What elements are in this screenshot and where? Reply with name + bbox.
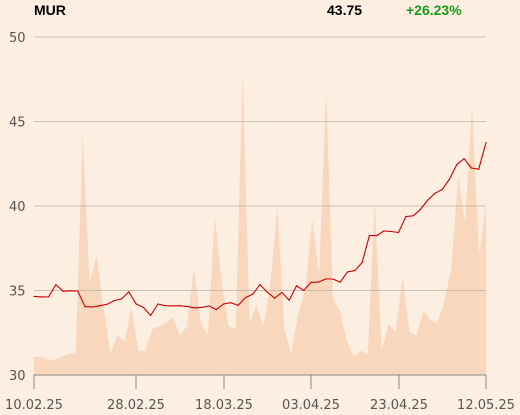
price-change-percent: +26.23% [406,2,462,18]
price-point [230,302,232,304]
price-point [33,295,35,297]
price-point [222,303,225,305]
price-point [478,168,480,170]
price-point [310,281,312,283]
price-point [397,231,400,234]
price-point [48,296,50,298]
x-tick-label: 23.04.25 [370,398,428,413]
price-point [346,271,349,273]
price-point [244,297,246,299]
y-tick-label: 30 [9,369,26,384]
price-point [69,290,72,292]
volume-area-layer [34,73,486,375]
y-tick-label: 45 [9,116,26,131]
price-point [463,158,465,160]
current-price: 43.75 [327,2,363,18]
price-point [317,281,319,283]
price-line [33,142,487,317]
price-point [456,164,458,166]
price-point [135,303,137,305]
price-point [179,305,181,307]
price-point [84,306,86,308]
price-point [164,305,166,307]
price-point [303,289,305,292]
price-point [106,303,108,305]
price-point [77,290,79,292]
price-line-layer [33,142,487,317]
x-tick-label: 12.05.25 [457,398,515,413]
y-tick-label: 50 [9,31,26,46]
price-point [368,235,370,237]
x-axis-layer: 10.02.25 28.02.25 18.03.25 03.04.25 23.04.25… [5,374,515,413]
volume-area [34,73,486,375]
price-point [361,262,363,264]
x-tick-label: 18.03.25 [195,398,253,413]
price-point [237,304,239,306]
price-point [150,314,152,317]
price-point [376,235,378,237]
price-point [485,142,487,144]
price-point [274,297,276,299]
x-tick-label: 28.02.25 [107,398,165,413]
price-point [339,281,341,283]
price-point [142,306,144,308]
y-tick-label: 35 [9,285,26,300]
price-point [325,278,327,280]
price-point [186,305,188,307]
price-point [99,305,101,307]
price-point [412,215,414,217]
price-point [62,290,64,292]
price-point [434,192,436,194]
price-point [266,291,268,293]
price-point [208,305,210,307]
price-point [55,284,57,286]
price-point [157,303,159,305]
price-point [259,284,261,286]
x-tick-label: 10.02.25 [5,398,63,413]
price-point [405,216,407,218]
price-point [419,208,421,210]
price-point [295,285,298,287]
price-point [171,305,174,307]
price-point [113,300,115,302]
price-point [91,306,93,308]
price-point [383,230,385,232]
price-point [120,298,123,300]
price-point [441,188,443,190]
x-tick-label: 03.04.25 [282,398,340,413]
price-point [40,296,42,298]
price-point [354,270,356,272]
price-point [470,167,472,169]
price-point [201,306,203,308]
y-tick-label: 40 [9,200,26,215]
price-point [252,293,254,295]
price-point [427,199,429,201]
price-point [281,291,283,294]
price-point [193,307,195,309]
price-point [288,299,290,301]
price-point [215,309,217,311]
ticker-symbol: MUR [34,2,66,18]
price-point [390,230,392,233]
price-point [448,178,451,180]
price-point [332,278,334,280]
price-point [128,291,130,293]
